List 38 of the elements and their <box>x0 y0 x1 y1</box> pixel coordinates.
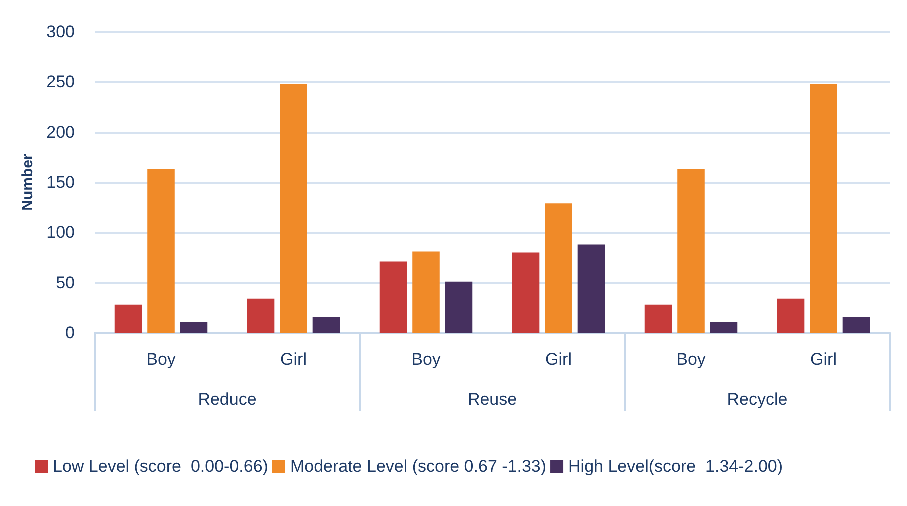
bar <box>545 204 572 333</box>
y-tick-label: 300 <box>46 22 75 42</box>
bar <box>678 169 705 333</box>
x-tick-label: Boy <box>146 350 176 369</box>
bar <box>578 244 606 333</box>
bar <box>445 282 473 333</box>
bar <box>412 252 440 333</box>
x-tick-label: Girl <box>280 350 307 369</box>
legend-label: High Level(score 1.34-2.00) <box>568 457 784 476</box>
y-tick-label: 250 <box>46 72 75 92</box>
legend-label: Low Level (score 0.00-0.66) <box>53 457 268 476</box>
bar <box>842 316 870 333</box>
y-tick-label: 0 <box>66 324 75 342</box>
text: Reduce <box>198 390 257 409</box>
bar <box>710 322 738 333</box>
text: Recycle <box>727 390 788 409</box>
y-axis-title: Number <box>20 154 37 211</box>
bar <box>312 316 340 333</box>
y-tick-label: 50 <box>56 273 75 292</box>
x-tick-label: Boy <box>676 350 706 369</box>
x-tick-label: Boy <box>412 350 442 369</box>
y-tick-label: 200 <box>46 122 75 142</box>
bar <box>148 169 175 333</box>
x-tick-label: Girl <box>810 350 837 369</box>
bar <box>180 322 208 333</box>
y-tick-label: 150 <box>46 173 75 192</box>
text: Reuse <box>468 390 518 409</box>
y-tick-label: 100 <box>46 223 75 242</box>
bar <box>644 304 672 333</box>
bar <box>777 298 805 333</box>
legend-label: Moderate Level (score 0.67 -1.33) <box>290 457 547 476</box>
bar <box>512 252 540 333</box>
bar <box>380 262 408 333</box>
bar <box>810 84 838 333</box>
x-tick-label: Girl <box>546 350 572 369</box>
bar <box>247 298 275 333</box>
bar <box>280 84 308 333</box>
bar <box>114 304 142 333</box>
